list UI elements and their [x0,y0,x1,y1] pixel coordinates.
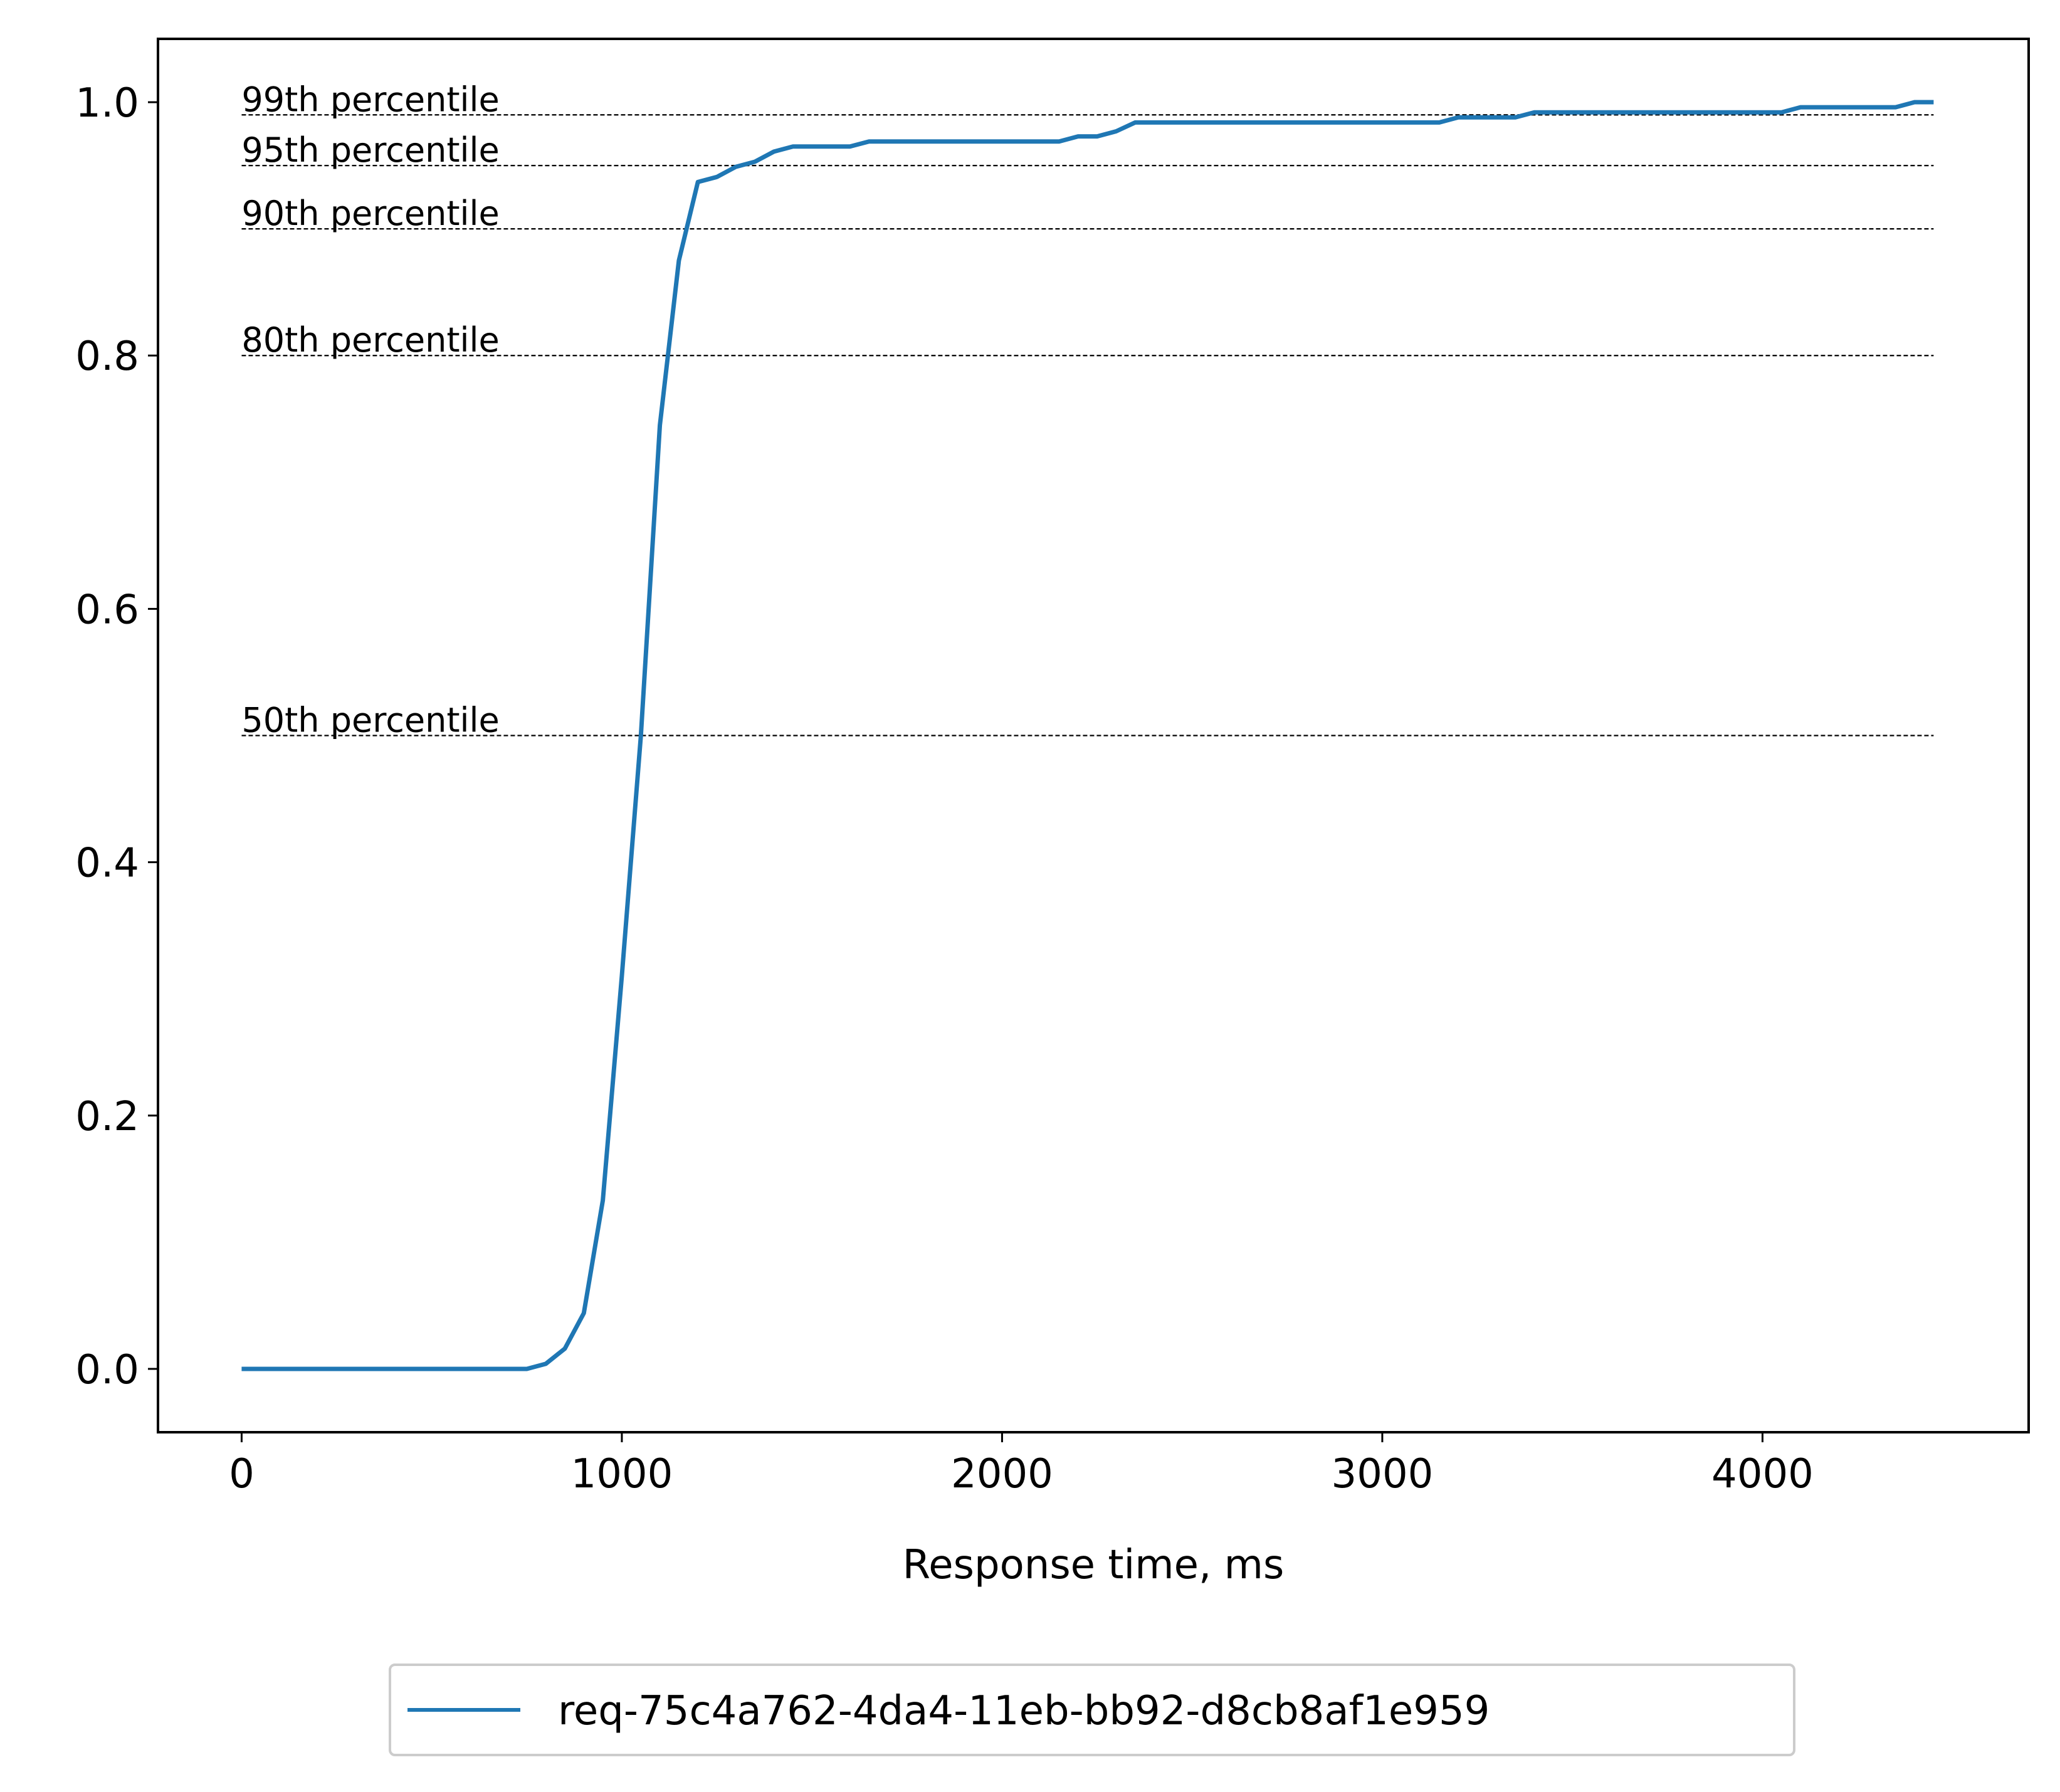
legend: req-75c4a762-4da4-11eb-bb92-d8cb8af1e959 [389,1664,1795,1756]
percentile-label: 90th percentile [241,194,499,233]
x-tick-label: 3000 [1332,1451,1434,1497]
y-tick-label: 0.6 [75,587,139,633]
percentile-label: 50th percentile [241,701,499,740]
percentile-label: 80th percentile [241,320,499,360]
y-tick-label: 1.0 [75,80,139,127]
y-tick-label: 0.0 [75,1347,139,1393]
y-tick-label: 0.4 [75,841,139,887]
percentile-label: 95th percentile [241,130,499,170]
x-tick-label: 1000 [570,1451,673,1497]
legend-box [389,1664,1795,1756]
x-axis: 0 1000 2000 3000 4000 [229,1432,1814,1497]
x-tick-label: 4000 [1711,1451,1814,1497]
percentile-label: 99th percentile [241,80,499,119]
series-layer [241,100,1934,1371]
x-axis-label: Response time, ms [903,1542,1285,1588]
y-tick-label: 0.2 [75,1094,139,1140]
plot-frame [157,38,2030,1433]
y-tick-label: 0.8 [75,333,139,380]
legend-label: req-75c4a762-4da4-11eb-bb92-d8cb8af1e959 [558,1688,1490,1734]
x-tick-label: 2000 [951,1451,1053,1497]
percentile-lines: 50th percentile 80th percentile 90th perce… [241,80,1934,740]
y-axis: 0.0 0.2 0.4 0.6 0.8 1.0 [75,80,158,1393]
x-tick-label: 0 [229,1451,255,1497]
series-line [241,100,1934,1371]
